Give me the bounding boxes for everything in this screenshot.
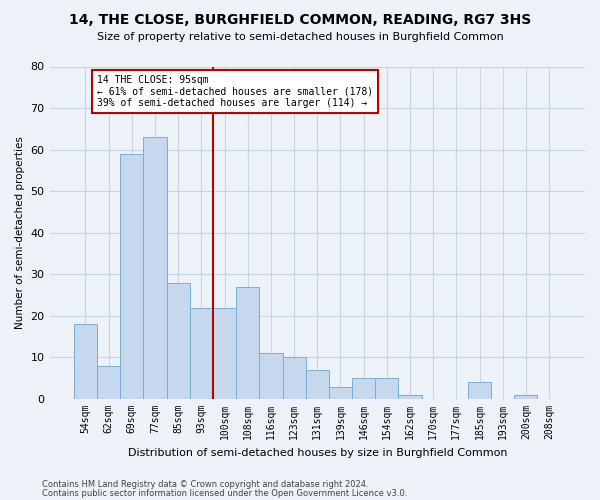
Bar — [259, 354, 283, 399]
Text: 14 THE CLOSE: 95sqm
← 61% of semi-detached houses are smaller (178)
39% of semi-: 14 THE CLOSE: 95sqm ← 61% of semi-detach… — [97, 75, 373, 108]
Bar — [283, 358, 305, 399]
Text: Contains HM Land Registry data © Crown copyright and database right 2024.: Contains HM Land Registry data © Crown c… — [42, 480, 368, 489]
Bar — [143, 137, 167, 399]
Bar — [74, 324, 97, 399]
Bar — [190, 308, 213, 399]
Bar — [97, 366, 120, 399]
Text: Contains public sector information licensed under the Open Government Licence v3: Contains public sector information licen… — [42, 488, 407, 498]
Text: Size of property relative to semi-detached houses in Burghfield Common: Size of property relative to semi-detach… — [97, 32, 503, 42]
Bar — [305, 370, 329, 399]
Bar — [120, 154, 143, 399]
Bar — [213, 308, 236, 399]
Bar — [514, 395, 538, 399]
Bar — [352, 378, 375, 399]
Bar — [375, 378, 398, 399]
Bar — [167, 282, 190, 399]
Bar — [398, 395, 422, 399]
Bar — [329, 386, 352, 399]
Bar — [236, 287, 259, 399]
X-axis label: Distribution of semi-detached houses by size in Burghfield Common: Distribution of semi-detached houses by … — [128, 448, 507, 458]
Y-axis label: Number of semi-detached properties: Number of semi-detached properties — [15, 136, 25, 329]
Text: 14, THE CLOSE, BURGHFIELD COMMON, READING, RG7 3HS: 14, THE CLOSE, BURGHFIELD COMMON, READIN… — [69, 12, 531, 26]
Bar — [468, 382, 491, 399]
